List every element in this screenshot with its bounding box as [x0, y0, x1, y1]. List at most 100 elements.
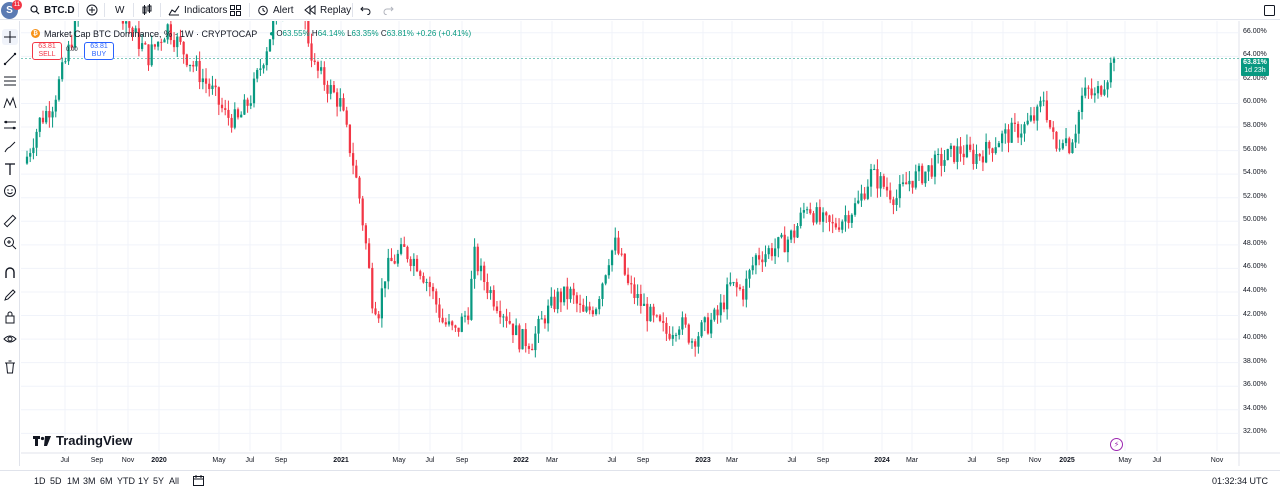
range-5d[interactable]: 5D — [50, 476, 62, 486]
time-tick-label: May — [1118, 457, 1132, 464]
brush-tool[interactable] — [2, 139, 18, 155]
indicators-icon — [168, 5, 180, 16]
emoji-tool[interactable] — [2, 183, 18, 199]
candle-down — [236, 109, 240, 118]
candle-down — [451, 321, 454, 326]
range-1m[interactable]: 1M — [67, 476, 80, 486]
candle-up — [841, 221, 844, 230]
candle-up — [240, 114, 243, 118]
fib-tool[interactable] — [2, 73, 18, 89]
candle-up — [786, 239, 790, 253]
candle-down — [131, 27, 134, 33]
candle-up — [949, 145, 953, 150]
candle-down — [735, 282, 738, 288]
indicators-button[interactable]: Indicators — [168, 3, 227, 17]
candle-down — [224, 108, 227, 110]
candle-down — [441, 317, 444, 323]
compare-button[interactable] — [86, 3, 98, 17]
interval-button[interactable]: W — [115, 3, 124, 17]
candle-up — [534, 333, 537, 351]
lightning-icon[interactable]: ⚡ — [1110, 438, 1123, 451]
text-tool[interactable] — [2, 161, 18, 177]
candle-down — [620, 253, 623, 255]
candle-up — [515, 325, 518, 336]
sell-button[interactable]: 63.81 SELL — [32, 42, 62, 60]
chart-canvas[interactable] — [21, 21, 1280, 466]
fullscreen-button[interactable] — [1264, 3, 1275, 17]
hide-tool[interactable] — [2, 331, 18, 347]
alert-button[interactable]: Alert — [257, 3, 294, 17]
measure-tool[interactable] — [2, 213, 18, 229]
candle-up — [614, 237, 617, 251]
candle-up — [850, 214, 853, 223]
candle-up — [585, 306, 588, 312]
candles-icon — [142, 4, 152, 15]
candle-up — [1080, 95, 1084, 112]
candle-down — [345, 110, 348, 125]
time-tick-label: Jul — [1152, 457, 1162, 464]
replay-button[interactable]: Replay — [304, 3, 351, 17]
top-toolbar: S 11 BTC.D W Indicators Alert — [0, 0, 1280, 20]
time-tick-label: 2023 — [695, 457, 711, 464]
utc-clock[interactable]: 01:32:34 UTC — [1211, 476, 1268, 486]
candle-up — [1036, 106, 1039, 121]
chart-type-button[interactable] — [142, 3, 152, 17]
stay-in-drawing-tool[interactable] — [2, 287, 18, 303]
trash-icon — [5, 360, 15, 374]
candle-down — [1068, 138, 1071, 154]
candle-up — [1077, 111, 1080, 134]
pattern-icon — [3, 96, 17, 109]
range-3m[interactable]: 3M — [83, 476, 96, 486]
layouts-button[interactable] — [230, 3, 241, 17]
magnet-tool[interactable] — [2, 265, 18, 281]
price-tick-label: 62.00% — [1243, 74, 1267, 82]
forecast-tool[interactable] — [2, 117, 18, 133]
tradingview-logo[interactable]: TradingView — [33, 433, 132, 448]
candle-down — [882, 176, 885, 187]
trend-line-tool[interactable] — [2, 51, 18, 67]
candle-up — [1064, 138, 1068, 144]
redo-button[interactable] — [383, 3, 394, 17]
magnet-icon — [5, 267, 15, 278]
candle-up — [339, 98, 342, 107]
sell-label: SELL — [38, 51, 56, 58]
candle-down — [137, 28, 141, 49]
candle-up — [1058, 148, 1061, 150]
range-1y[interactable]: 1Y — [138, 476, 150, 486]
buy-button[interactable]: 63.81 BUY — [84, 42, 114, 60]
range-ytd[interactable]: YTD — [117, 476, 135, 486]
time-tick-label: Jul — [787, 457, 797, 464]
candle-up — [425, 282, 428, 284]
zoom-tool[interactable] — [2, 235, 18, 251]
candle-down — [837, 227, 841, 230]
candle-up — [473, 246, 476, 279]
symbol-search-button[interactable]: BTC.D — [30, 3, 75, 17]
crosshair-tool[interactable] — [2, 29, 18, 45]
candle-down — [591, 310, 594, 315]
candle-down — [409, 259, 412, 267]
time-tick-label: Jul — [60, 457, 70, 464]
candle-down — [722, 302, 726, 310]
candle-down — [198, 60, 201, 83]
range-5y[interactable]: 5Y — [153, 476, 165, 486]
price-tick-label: 40.00% — [1243, 334, 1267, 342]
pattern-tool[interactable] — [2, 95, 18, 111]
candle-up — [1042, 100, 1045, 102]
candle-down — [905, 182, 908, 185]
undo-icon — [360, 6, 371, 15]
candle-up — [681, 317, 684, 330]
lock-tool[interactable] — [2, 309, 18, 325]
series-title[interactable]: Market Cap BTC Dominance, % · 1W · CRYPT… — [44, 28, 258, 39]
candle-up — [562, 286, 566, 303]
remove-drawings-tool[interactable] — [2, 359, 18, 375]
undo-button[interactable] — [360, 3, 371, 17]
date-range-button[interactable] — [193, 475, 204, 488]
eye-icon — [3, 335, 17, 343]
range-all[interactable]: All — [169, 476, 180, 486]
candle-up — [710, 319, 713, 334]
candle-down — [981, 156, 985, 163]
price-chart[interactable] — [21, 21, 1280, 466]
candle-up — [463, 315, 467, 317]
range-1d[interactable]: 1D — [34, 476, 46, 486]
range-6m[interactable]: 6M — [100, 476, 113, 486]
